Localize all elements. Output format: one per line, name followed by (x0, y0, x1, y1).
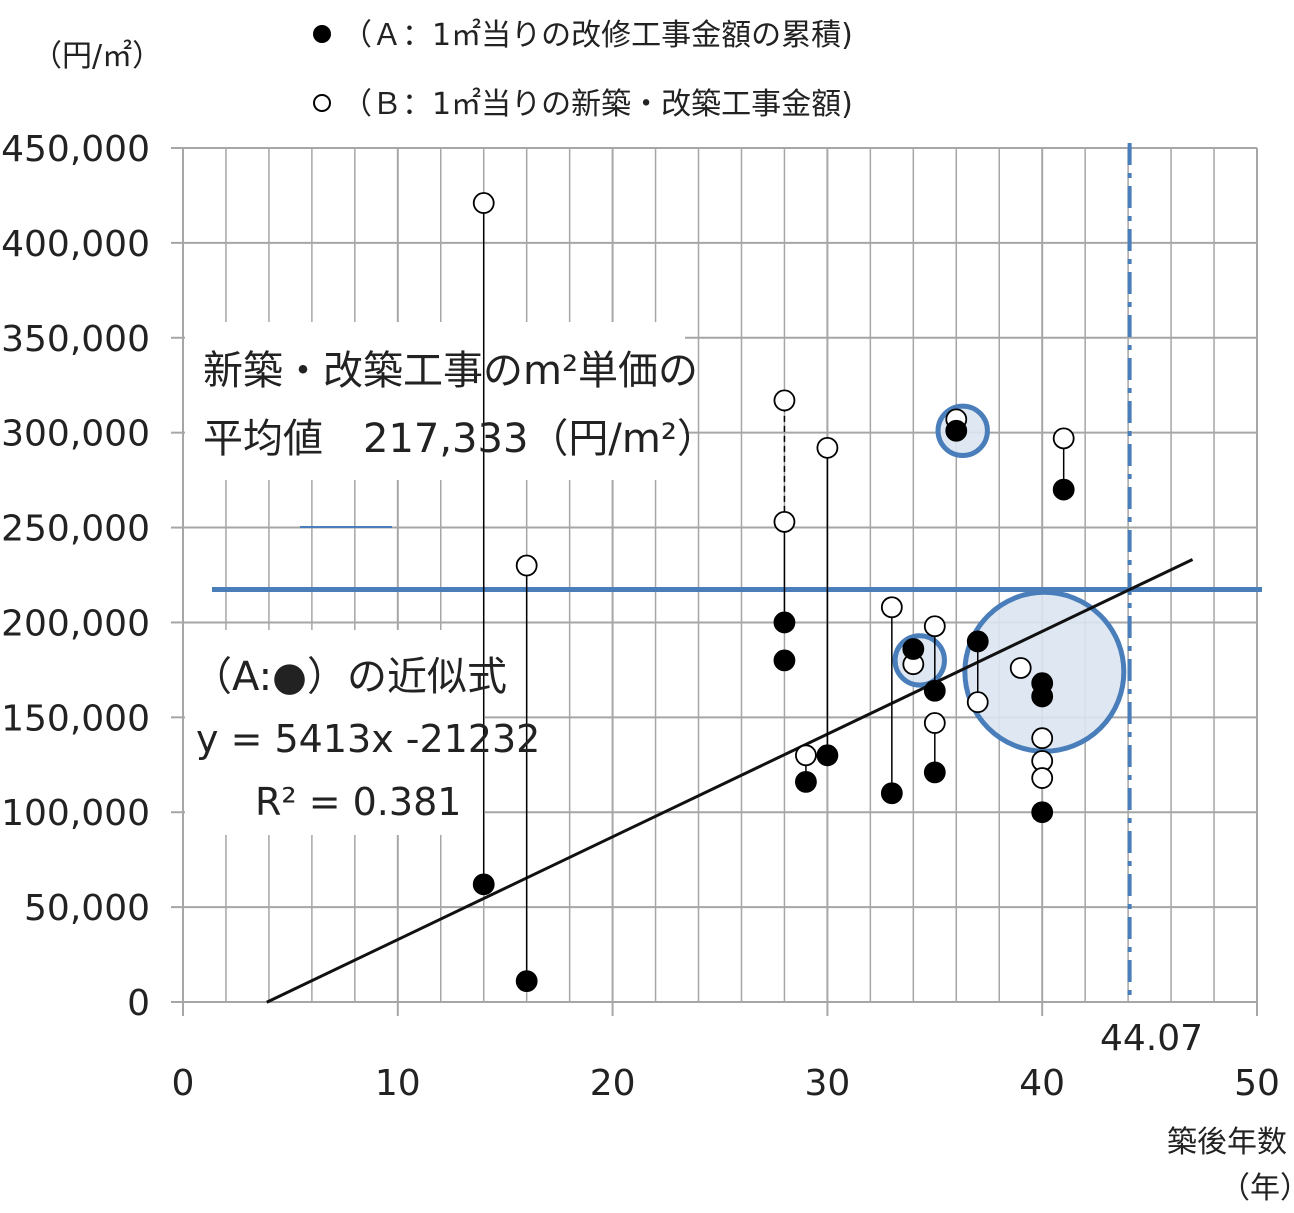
x-tick-label: 50 (1234, 1063, 1280, 1104)
legend: （Ａ：1㎡当りの改修工事金額の累積) （Ｂ：1㎡当りの新築・改築工事金額) (313, 18, 853, 122)
point-b (923, 712, 946, 734)
point-a (1031, 685, 1054, 708)
y-tick-label: 400,000 (1, 224, 150, 265)
y-tick-label: 250,000 (1, 509, 150, 550)
trendline-layer (266, 558, 1194, 1004)
series-a-points (472, 419, 1075, 993)
y-tick-label: 150,000 (1, 698, 150, 739)
x-tick-label: 10 (375, 1063, 421, 1104)
equation-line1: （A:●）の近似式 (192, 654, 507, 700)
x-tick-label: 0 (172, 1063, 195, 1104)
vertical-marker-label: 44.07 (1100, 1018, 1203, 1059)
point-a (923, 761, 946, 784)
point-b (1052, 427, 1075, 450)
average-label-line1: 新築・改築工事のm²単価の (203, 348, 698, 394)
x-unit-label: （年） (1220, 1171, 1294, 1206)
point-b (923, 615, 946, 638)
point-a (945, 419, 968, 442)
point-b (472, 192, 495, 214)
x-tick-label: 20 (590, 1063, 636, 1104)
y-tick-label: 100,000 (1, 793, 150, 834)
trendline (266, 558, 1194, 1004)
point-b (966, 691, 989, 714)
point-a (923, 679, 946, 702)
point-b (1031, 727, 1054, 750)
grid (171, 147, 1258, 1016)
point-a (880, 782, 903, 805)
y-tick-label: 50,000 (24, 888, 150, 929)
point-b (795, 744, 817, 767)
x-tick-labels: 0 10 20 30 40 50 (172, 1063, 1280, 1104)
y-tick-label: 200,000 (1, 603, 150, 644)
point-b (816, 436, 839, 459)
x-axis-title: 築後年数 (1167, 1125, 1287, 1160)
average-label-box (185, 322, 685, 480)
equation-line3: R² = 0.381 (255, 780, 461, 824)
y-tick-labels: 0 50,000 100,000 150,000 200,000 250,000 300,0… (1, 129, 150, 1024)
point-b (773, 389, 796, 412)
y-tick-label: 300,000 (1, 414, 150, 455)
legend-label-a: （Ａ：1㎡当りの改修工事金額の累積) (342, 18, 853, 53)
point-a (816, 744, 839, 767)
series-b-points (472, 192, 1075, 789)
point-a (1052, 478, 1075, 501)
equation-box (185, 630, 485, 835)
y-unit-label: （円/㎡） (32, 39, 162, 74)
point-b (515, 554, 538, 577)
point-a (515, 970, 538, 993)
y-tick-label: 0 (127, 983, 150, 1024)
point-b (1031, 767, 1054, 789)
highlight-circle (962, 589, 1127, 754)
point-b (1009, 657, 1032, 679)
x-tick-label: 40 (1019, 1063, 1065, 1104)
y-tick-label: 350,000 (1, 319, 150, 360)
y-tick-label: 450,000 (1, 129, 150, 170)
legend-label-b: （Ｂ：1㎡当りの新築・改築工事金額) (342, 87, 853, 122)
x-tick-label: 30 (804, 1063, 850, 1104)
legend-marker-a (313, 25, 331, 43)
legend-marker-b (313, 94, 331, 112)
point-a (773, 649, 796, 672)
connectors (482, 203, 1065, 982)
point-a (472, 873, 495, 896)
point-a (1031, 801, 1054, 824)
point-a (966, 630, 989, 653)
point-a (773, 611, 796, 634)
point-a (795, 770, 817, 793)
point-b (773, 510, 796, 533)
equation-line2: y = 5413x -21232 (196, 717, 540, 761)
average-label-line2: 平均値 217,333（円/m²） (203, 416, 717, 462)
point-b (880, 596, 903, 619)
point-a (902, 638, 925, 660)
